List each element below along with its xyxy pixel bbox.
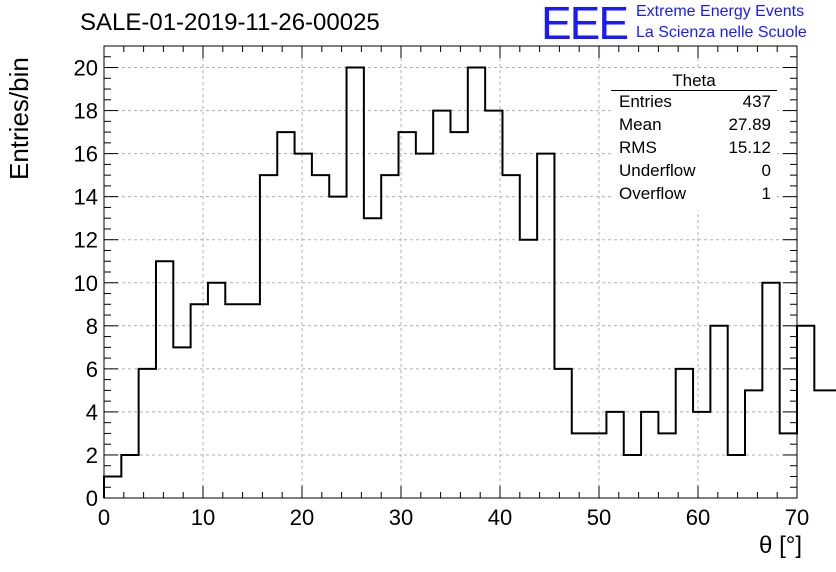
stats-key: Mean — [619, 115, 662, 134]
histogram-bin — [745, 390, 762, 498]
y-tick-label: 20 — [74, 56, 98, 81]
x-tick-label: 30 — [389, 505, 413, 530]
histogram-bin — [468, 68, 485, 498]
stats-value: 1 — [761, 184, 771, 203]
histogram-bin — [277, 132, 294, 498]
histogram-bin — [797, 326, 814, 498]
y-tick-label: 16 — [74, 142, 98, 167]
stats-key: RMS — [619, 138, 657, 157]
y-axis-label: Entries/bin — [4, 57, 34, 180]
y-tick-label: 6 — [86, 357, 98, 382]
stats-box-title: Theta — [672, 71, 716, 90]
histogram-bin — [347, 68, 364, 498]
y-tick-label: 14 — [74, 185, 98, 210]
y-tick-label: 8 — [86, 314, 98, 339]
y-tick-label: 18 — [74, 99, 98, 124]
histogram-bin — [728, 455, 745, 498]
stats-key: Overflow — [619, 184, 687, 203]
histogram-bin — [641, 412, 658, 498]
histogram-bin — [624, 455, 641, 498]
histogram-bin — [693, 412, 710, 498]
x-tick-label: 60 — [686, 505, 710, 530]
stats-key: Underflow — [619, 161, 696, 180]
histogram-bin — [832, 390, 836, 498]
histogram-bin — [520, 240, 537, 498]
stats-value: 15.12 — [728, 138, 771, 157]
logo-line-2: La Scienza nelle Scuole — [636, 24, 807, 41]
y-tick-label: 0 — [86, 486, 98, 511]
histogram-bin — [104, 476, 121, 498]
histogram-bin — [572, 433, 589, 498]
histogram-bin — [589, 433, 606, 498]
histogram-bin — [502, 175, 519, 498]
histogram-bin — [416, 154, 433, 498]
histogram-bin — [554, 369, 571, 498]
stats-row-entries: Entries 437 — [619, 92, 771, 115]
histogram-bin — [780, 433, 797, 498]
histogram-bin — [260, 175, 277, 498]
x-tick-label: 10 — [191, 505, 215, 530]
x-tick-label: 70 — [785, 505, 809, 530]
histogram-series-line — [103, 66, 836, 498]
histogram-bin — [606, 412, 623, 498]
stats-value: 0 — [761, 161, 771, 180]
y-tick-label: 10 — [74, 271, 98, 296]
histogram-bin — [329, 197, 346, 498]
histogram-bin — [295, 154, 312, 498]
stats-row-underflow: Underflow 0 — [619, 161, 771, 184]
histogram-bin — [191, 304, 208, 498]
stats-value: 437 — [742, 92, 771, 111]
histogram-bin — [537, 154, 554, 498]
y-tick-label: 12 — [74, 228, 98, 253]
histogram-bin — [225, 304, 242, 498]
stats-row-rms: RMS 15.12 — [619, 138, 771, 161]
histogram-bin — [156, 261, 173, 498]
stats-key: Entries — [619, 92, 672, 111]
histogram-bin — [243, 304, 260, 498]
histogram-bin — [485, 111, 502, 498]
x-tick-label: 20 — [290, 505, 314, 530]
stats-row-mean: Mean 27.89 — [619, 115, 771, 138]
histogram-bin — [381, 175, 398, 498]
stats-row-overflow: Overflow 1 — [619, 184, 771, 207]
histogram-bin — [364, 218, 381, 498]
histogram-bin — [762, 283, 779, 498]
stats-box: Theta Entries 437 Mean 27.89 RMS 15.12 U… — [611, 70, 777, 210]
logo-line-1: Extreme Energy Events — [636, 3, 805, 20]
stats-value: 27.89 — [728, 115, 771, 134]
histogram-bin — [208, 283, 225, 498]
eee-logo: EEE — [541, 0, 629, 49]
histogram-bin — [451, 132, 468, 498]
chart-title: SALE-01-2019-11-26-00025 — [80, 9, 380, 36]
x-tick-label: 0 — [98, 505, 110, 530]
x-tick-label: 50 — [587, 505, 611, 530]
histogram-bin — [710, 326, 727, 498]
histogram-bin — [121, 455, 138, 498]
y-tick-label: 4 — [86, 400, 98, 425]
x-axis-label: θ [°] — [759, 532, 802, 559]
histogram-bin — [676, 369, 693, 498]
histogram-bin — [399, 132, 416, 498]
histogram-bin — [312, 175, 329, 498]
x-tick-label: 40 — [488, 505, 512, 530]
stats-box-rule — [611, 90, 777, 91]
histogram-bin — [139, 369, 156, 498]
y-tick-label: 2 — [86, 443, 98, 468]
histogram-bin — [814, 390, 831, 498]
histogram-bin — [658, 433, 675, 498]
histogram-bin — [173, 347, 190, 498]
histogram-bin — [433, 111, 450, 498]
